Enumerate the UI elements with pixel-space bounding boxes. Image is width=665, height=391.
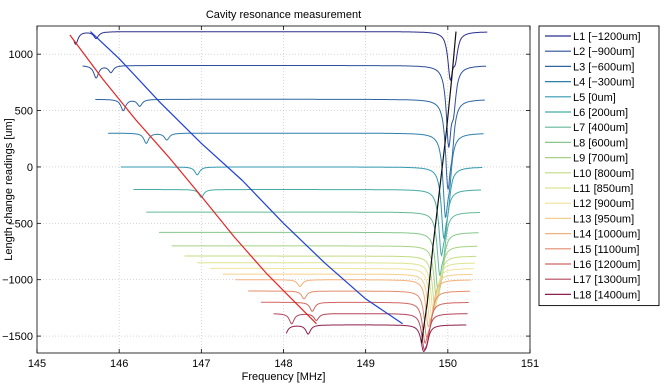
x-tick-label: 147 (192, 358, 210, 370)
legend-entry: L11 [850um] (573, 183, 633, 195)
x-tick-label: 145 (28, 358, 46, 370)
legend-entry: L5 [0um] (573, 92, 616, 104)
x-tick-label: 146 (110, 358, 128, 370)
y-tick-label: 1000 (9, 49, 33, 61)
legend-entry: L12 [900um] (573, 198, 634, 210)
series-line (184, 255, 477, 308)
series-line (120, 166, 483, 241)
trace-curve (69, 34, 317, 325)
trace-curve (89, 31, 403, 325)
series-line (273, 313, 468, 351)
legend-entry: L15 [1100um] (573, 244, 639, 256)
x-tick-label: 149 (356, 358, 374, 370)
legend-entry: L1 [−1200um] (573, 31, 641, 43)
series-line (95, 98, 485, 190)
series-line (82, 65, 486, 148)
chart-title: Cavity resonance measurement (206, 9, 361, 21)
series-line (133, 189, 482, 257)
x-axis: 145 146 147 148 149 150 151 (28, 26, 539, 370)
y-tick-label: −1500 (2, 331, 33, 343)
series-line (146, 211, 480, 277)
legend-entry: L7 [400um] (573, 122, 628, 134)
trace-curve (420, 31, 457, 343)
legend-entry: L6 [200um] (573, 107, 628, 119)
x-tick-label: 150 (439, 358, 457, 370)
series-line (159, 231, 479, 294)
legend-entry: L17 [1300um] (573, 274, 640, 286)
plot-area (69, 31, 488, 353)
series-line (108, 132, 484, 219)
legend-entry: L8 [600um] (573, 137, 628, 149)
legend: L1 [−1200um] L2 [−900um] L3 [−600um] L4 [−3… (538, 25, 660, 307)
legend-entry: L9 [700um] (573, 153, 628, 165)
x-axis-title: Frequency [MHz] (242, 371, 326, 383)
series-line (197, 262, 475, 313)
legend-entry: L10 [800um] (573, 168, 634, 180)
y-axis-title: Length change readings [um] (3, 118, 15, 261)
series-line (248, 290, 470, 338)
y-tick-label: 500 (15, 106, 33, 118)
legend-entry: L4 [−300um] (573, 77, 634, 89)
y-tick-label: −500 (8, 218, 33, 230)
y-tick-label: −1000 (2, 275, 33, 287)
series-line (73, 31, 488, 82)
series-line (285, 324, 467, 353)
legend-entry: L16 [1200um] (573, 259, 640, 271)
y-tick-label: 0 (27, 162, 33, 174)
legend-entry: L2 [−900um] (573, 46, 634, 58)
x-tick-label: 148 (274, 358, 292, 370)
series-line (210, 267, 474, 317)
series-line (260, 301, 469, 344)
legend-entry: L13 [950um] (573, 213, 634, 225)
x-tick-label: 151 (521, 358, 539, 370)
legend-entry: L14 [1000um] (573, 229, 640, 241)
legend-entry: L3 [−600um] (573, 61, 634, 73)
y-axis: −1500 −1000 −500 0 500 1000 (2, 49, 530, 343)
series-line (171, 245, 478, 301)
legend-box (538, 25, 660, 307)
legend-entry: L18 [1400um] (573, 289, 640, 301)
